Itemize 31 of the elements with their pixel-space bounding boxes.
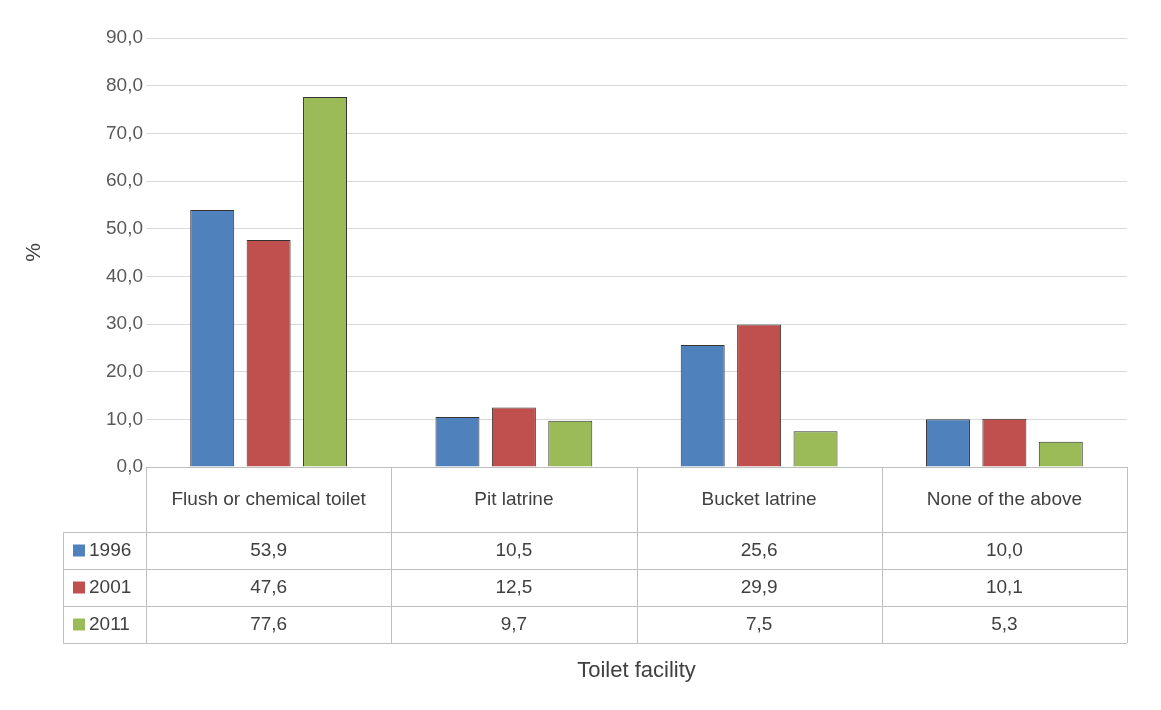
y-tick-label: 20,0 [106,359,143,381]
data-label: 5,3 [991,612,1018,634]
legend-label: 2011 [89,612,130,634]
y-axis-title: % [21,243,45,262]
legend-label: 1996 [89,538,132,560]
data-label: 53,9 [250,538,288,560]
data-label: 10,0 [985,538,1023,560]
data-label: 10,1 [985,575,1023,597]
y-tick-label: 0,0 [116,455,143,477]
data-label: 29,9 [740,575,778,597]
x-tick-label: Pit latrine [474,487,554,509]
x-tick-label: None of the above [926,487,1083,509]
data-label: 47,6 [250,575,288,597]
data-label: 77,6 [250,612,288,634]
y-tick-label: 80,0 [106,73,143,95]
x-tick-label: Flush or chemical toilet [171,487,367,509]
y-tick-label: 10,0 [106,407,143,429]
data-label: 7,5 [745,612,773,634]
y-tick-label: 40,0 [106,264,143,286]
y-tick-label: 60,0 [106,169,143,191]
legend-label: 2001 [89,575,132,597]
y-tick-label: 70,0 [106,121,143,143]
y-tick-label: 50,0 [106,216,143,238]
x-tick-label: Bucket latrine [701,487,817,509]
data-label: 10,5 [495,538,533,560]
data-label: 25,6 [740,538,778,560]
y-tick-label: 90,0 [106,26,143,48]
y-tick-label: 30,0 [106,312,143,334]
data-label: 12,5 [495,575,533,597]
data-label: 9,7 [500,612,528,634]
text: Toilet facility [577,657,696,683]
